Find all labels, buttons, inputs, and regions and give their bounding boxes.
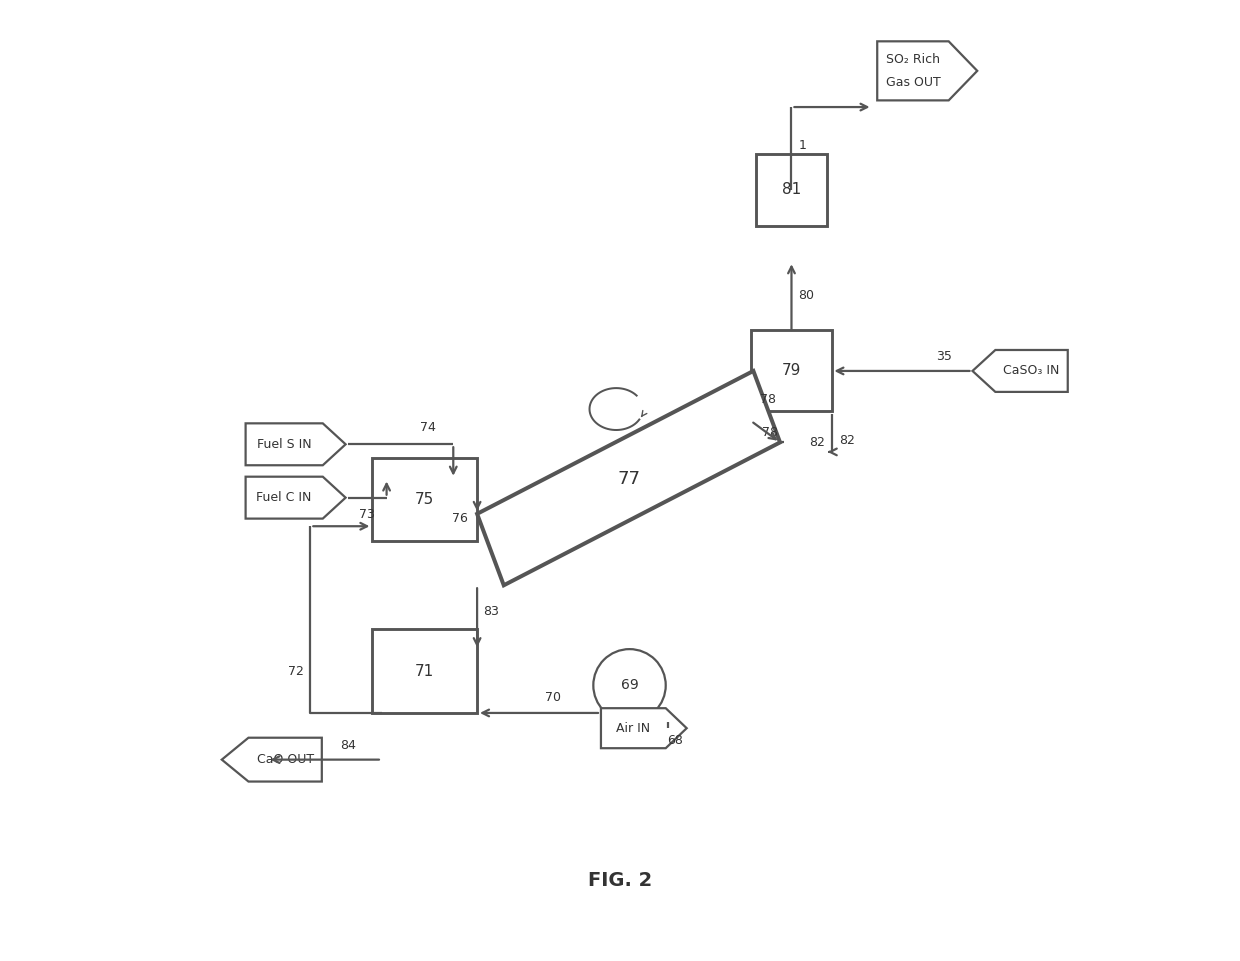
Polygon shape	[972, 350, 1068, 392]
Text: 82: 82	[808, 436, 825, 449]
Text: 71: 71	[415, 663, 434, 678]
Text: 81: 81	[782, 183, 801, 197]
Text: CaSO₃ IN: CaSO₃ IN	[1003, 364, 1060, 378]
Text: 1: 1	[799, 138, 807, 152]
Polygon shape	[477, 371, 780, 585]
Text: Fuel S IN: Fuel S IN	[257, 438, 311, 451]
Text: 80: 80	[797, 289, 813, 302]
Text: 69: 69	[621, 678, 639, 692]
Text: 83: 83	[484, 605, 500, 619]
Text: 72: 72	[288, 665, 304, 678]
Text: 77: 77	[618, 470, 640, 487]
Polygon shape	[246, 424, 346, 465]
Text: CaO OUT: CaO OUT	[257, 753, 314, 766]
Text: 74: 74	[419, 421, 435, 433]
Text: 68: 68	[667, 734, 683, 747]
Text: 75: 75	[415, 492, 434, 507]
Text: 79: 79	[781, 363, 801, 379]
Text: 73: 73	[358, 508, 374, 521]
Text: Gas OUT: Gas OUT	[885, 76, 940, 88]
Polygon shape	[222, 738, 322, 781]
Text: 35: 35	[936, 350, 952, 363]
Text: 76: 76	[453, 512, 467, 525]
Text: 70: 70	[546, 691, 562, 704]
Text: 78: 78	[761, 427, 777, 439]
Bar	[372, 457, 477, 541]
Bar	[372, 629, 477, 713]
Text: Fuel C IN: Fuel C IN	[257, 491, 312, 505]
Bar	[755, 154, 827, 226]
Polygon shape	[601, 708, 687, 749]
Text: 78: 78	[760, 393, 776, 407]
Circle shape	[593, 649, 666, 722]
Polygon shape	[877, 41, 977, 100]
Text: FIG. 2: FIG. 2	[588, 871, 652, 890]
Text: 82: 82	[838, 434, 854, 447]
Bar	[751, 331, 832, 411]
Text: Air IN: Air IN	[616, 722, 651, 735]
Text: 84: 84	[341, 739, 356, 752]
Text: SO₂ Rich: SO₂ Rich	[885, 53, 940, 66]
Polygon shape	[246, 477, 346, 519]
